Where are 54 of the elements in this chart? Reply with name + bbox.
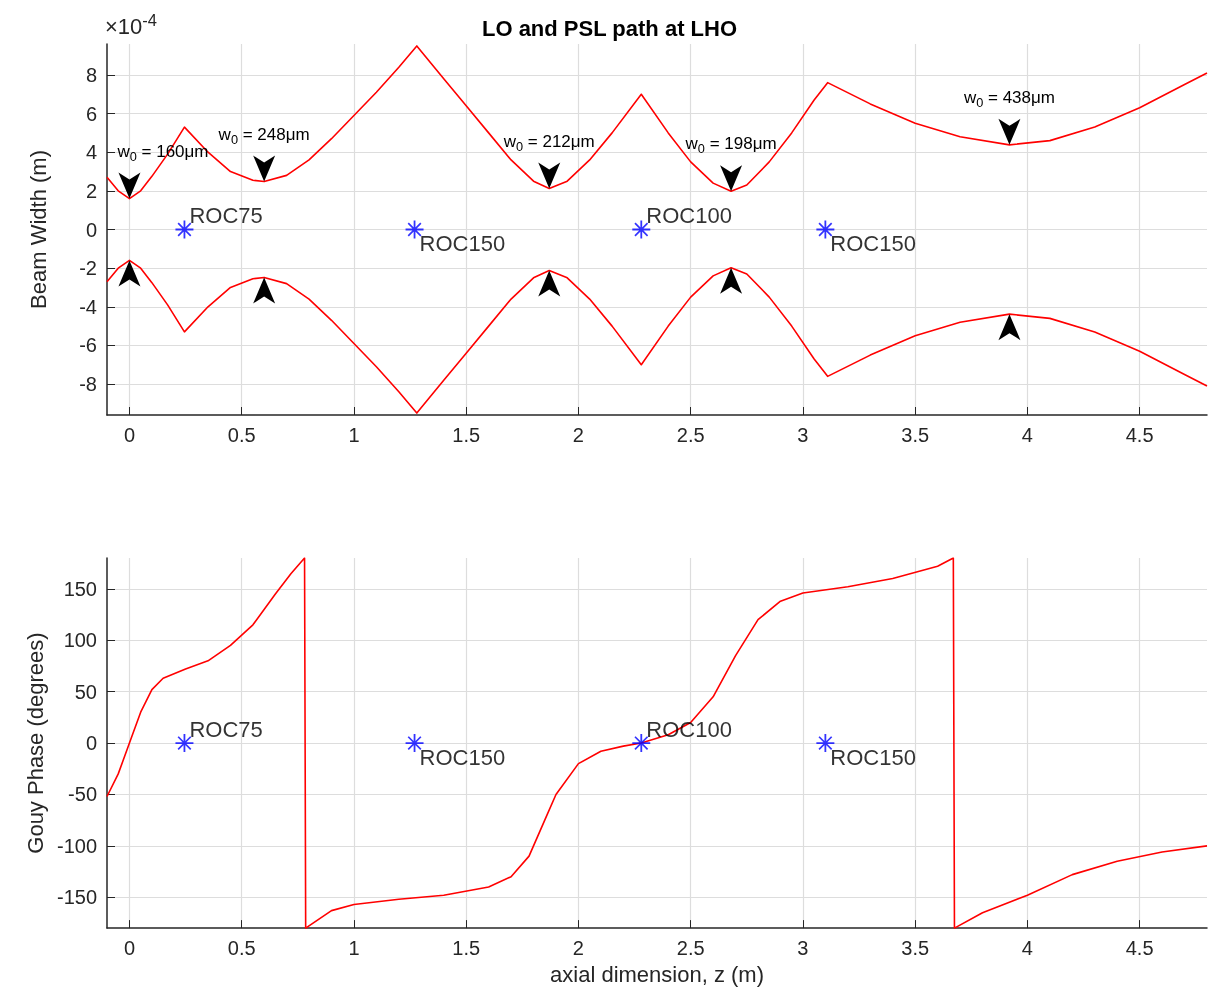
x-tick-label: 4.5 [1125, 424, 1154, 446]
chart-title: LO and PSL path at LHO [481, 15, 738, 41]
data-label: ROC150 [419, 744, 506, 770]
y-tick-label: 150 [63, 577, 97, 600]
x-tick-label: 0 [123, 424, 136, 446]
y-tick-label: 0 [85, 218, 97, 241]
x-tick-label: 4 [1021, 937, 1033, 960]
x-tick-label: 1.5 [452, 424, 481, 446]
x-tick-label: 0.5 [227, 424, 256, 446]
y-tick-label: -150 [56, 886, 97, 909]
y-tick-label: 2 [85, 179, 97, 202]
x-tick-label: 0 [123, 937, 136, 960]
x-axis-title: axial dimension, z (m) [550, 961, 764, 987]
x-tick-label: 4 [1021, 424, 1033, 446]
x-tick-label: 2.5 [676, 937, 705, 960]
data-label: ROC150 [830, 231, 916, 256]
annotation: w$_{0}$ = 248μm [217, 124, 310, 147]
x-tick-label: 2 [572, 424, 584, 446]
line-series [106, 45, 1208, 200]
y-tick-label: -2 [79, 257, 97, 280]
data-label: ROC75 [189, 203, 263, 228]
text: ×10$^{-4}$ [105, 11, 157, 39]
x-tick-label: 1 [348, 424, 360, 446]
annotation: w$_{0}$ = 212μm [502, 131, 595, 154]
data-label: ROC100 [646, 203, 732, 228]
x-tick-label: 3 [797, 424, 809, 446]
x-tick-label: 0.5 [227, 937, 256, 960]
y-tick-label: 4 [85, 141, 97, 164]
annotation: w$_{0}$ = 438μm [962, 87, 1055, 110]
line-series [106, 557, 1208, 929]
y-tick-label: 6 [85, 102, 97, 125]
x-tick-label: 1.5 [452, 937, 481, 960]
y-tick-label: 100 [63, 629, 97, 652]
y-tick-label: -4 [79, 295, 97, 318]
y-axis-title: Gouy Phase (degrees) [22, 632, 48, 854]
x-tick-label: 4.5 [1125, 937, 1154, 960]
y-tick-label: 8 [85, 63, 97, 86]
x-tick-label: 3 [797, 937, 809, 960]
x-tick-label: 2 [572, 937, 584, 960]
data-label: ROC150 [419, 231, 506, 256]
x-tick-label: 2.5 [676, 424, 705, 446]
x-tick-label: 3.5 [901, 937, 930, 960]
y-tick-label: 0 [85, 732, 97, 755]
y-tick-label: -50 [68, 783, 97, 806]
y-tick-label: -6 [79, 334, 97, 357]
x-tick-label: 3.5 [901, 424, 930, 446]
y-tick-label: 50 [74, 680, 97, 703]
annotation: w$_{0}$ = 198μm [684, 134, 777, 157]
y-tick-label: -100 [56, 834, 97, 857]
x-tick-label: 1 [348, 937, 360, 960]
y-tick-label: -8 [79, 373, 97, 396]
data-label: ROC75 [189, 716, 263, 742]
data-label: ROC150 [830, 744, 916, 770]
y-axis-title: Beam Width (m) [25, 150, 51, 309]
